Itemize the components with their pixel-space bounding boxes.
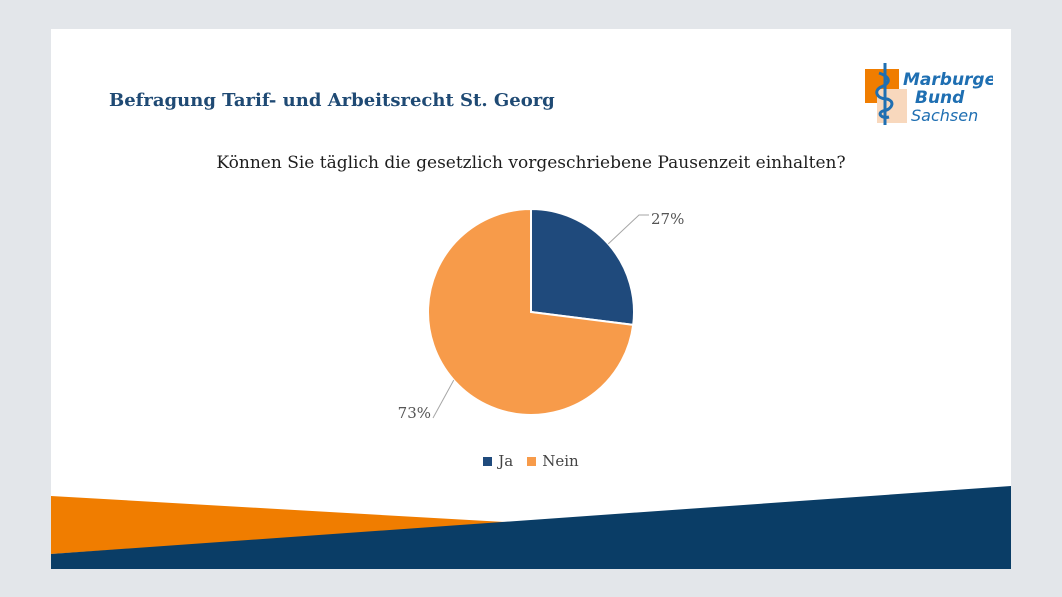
slide-title: Befragung Tarif- und Arbeitsrecht St. Ge…: [109, 90, 555, 111]
legend-label-nein: Nein: [542, 452, 579, 470]
leader-line-ja: [607, 214, 649, 245]
legend-swatch-ja: [483, 456, 493, 466]
footer-orange-band: [51, 496, 521, 554]
legend-label-ja: Ja: [498, 452, 514, 470]
marburger-bund-logo: Marburger Bund Sachsen: [865, 63, 993, 125]
logo-line-2: Bund: [915, 88, 965, 108]
slide: Befragung Tarif- und Arbeitsrecht St. Ge…: [51, 29, 1011, 569]
chart-legend: Ja Nein: [51, 452, 1011, 470]
chart-title: Können Sie täglich die gesetzlich vorges…: [216, 153, 846, 173]
logo-staff-icon: [875, 63, 894, 125]
footer-navy-band: [51, 486, 1011, 569]
legend-item-nein: Nein: [527, 452, 579, 470]
footer-decoration: [51, 486, 1011, 569]
leader-line-nein: [432, 379, 455, 419]
logo-line-3: Sachsen: [911, 106, 978, 125]
pie-chart: 27% 73%: [398, 207, 684, 422]
legend-item-ja: Ja: [483, 452, 513, 470]
data-label-nein: 73%: [398, 404, 431, 422]
data-label-ja: 27%: [651, 210, 684, 228]
pie-slice-ja: [530, 207, 635, 327]
logo-line-1: Marburger: [903, 70, 993, 90]
legend-swatch-nein: [527, 456, 537, 466]
